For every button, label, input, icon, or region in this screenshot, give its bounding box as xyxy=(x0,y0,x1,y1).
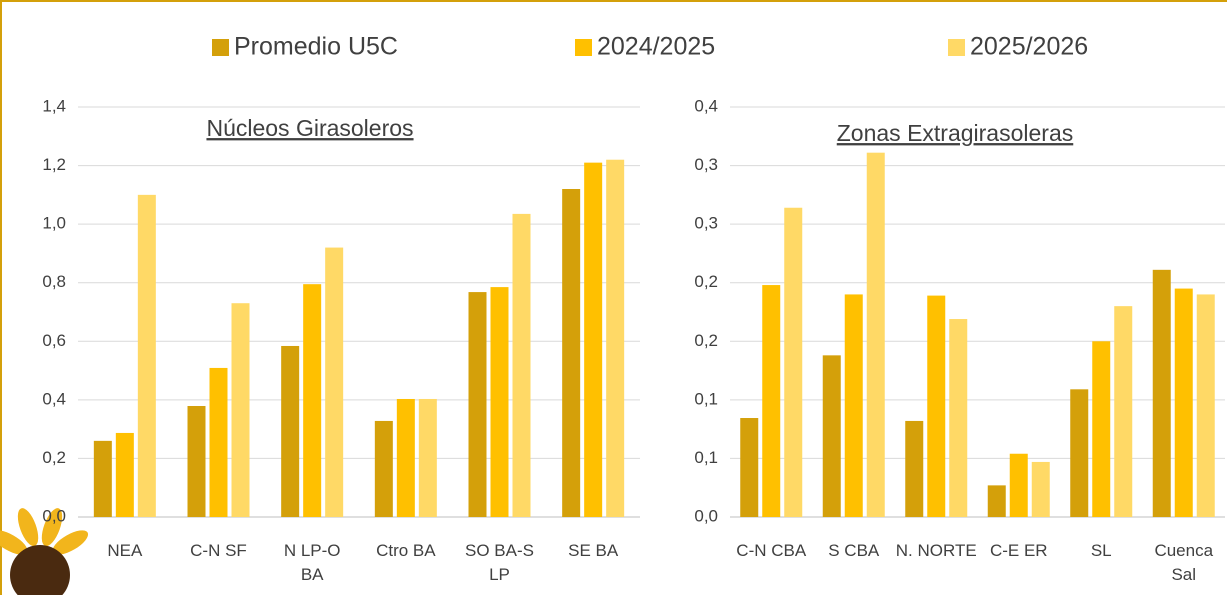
x-tick-label: C-N CBA xyxy=(736,541,807,560)
y-tick-label: 0,6 xyxy=(42,331,66,350)
chart-title: Núcleos Girasoleros xyxy=(206,115,413,141)
x-tick-label: Ctro BA xyxy=(376,541,436,560)
y-tick-label: 0,0 xyxy=(694,506,718,525)
bar xyxy=(949,319,968,517)
bar xyxy=(303,284,322,517)
y-tick-label: 1,0 xyxy=(42,214,66,233)
x-tick-label: SE BA xyxy=(568,541,619,560)
bar xyxy=(209,367,228,517)
bar xyxy=(740,418,759,517)
x-tick-label: NEA xyxy=(107,541,143,560)
bar xyxy=(822,355,841,517)
x-tick-label: S CBA xyxy=(828,541,880,560)
bar xyxy=(231,303,250,517)
y-tick-label: 0,8 xyxy=(42,272,66,291)
bar xyxy=(866,152,885,517)
bar xyxy=(1070,389,1089,517)
bar xyxy=(187,406,206,517)
bar xyxy=(396,398,415,517)
x-tick-label: SL xyxy=(1090,541,1112,560)
bar xyxy=(606,159,625,517)
bar xyxy=(115,432,134,517)
bar xyxy=(281,345,300,517)
bar xyxy=(1009,453,1028,517)
y-tick-label: 0,4 xyxy=(42,389,66,408)
x-tick-label: SO BA-S LP xyxy=(465,541,534,584)
y-tick-label: 0,3 xyxy=(694,155,718,174)
bar xyxy=(1196,294,1215,517)
bar xyxy=(584,162,603,517)
x-tick-label: N. NORTE xyxy=(895,541,977,560)
bar xyxy=(762,285,781,517)
bar xyxy=(325,247,344,518)
y-tick-label: 0,4 xyxy=(694,96,718,115)
legend-swatch xyxy=(948,39,965,56)
y-tick-label: 1,2 xyxy=(42,155,66,174)
y-tick-label: 0,1 xyxy=(694,389,718,408)
bar xyxy=(784,207,803,517)
y-tick-label: 0,2 xyxy=(42,448,66,467)
bar xyxy=(927,295,946,517)
legend-swatch xyxy=(575,39,592,56)
bar xyxy=(512,213,531,517)
bar xyxy=(374,420,393,517)
bar xyxy=(137,194,156,517)
sunflower xyxy=(0,508,89,595)
bar xyxy=(905,420,924,517)
x-tick-label: N LP-O BA xyxy=(283,541,341,584)
bar xyxy=(1092,341,1111,517)
legend-label: 2025/2026 xyxy=(970,33,1088,61)
bar xyxy=(1174,288,1193,517)
legend-swatch xyxy=(212,39,229,56)
y-tick-label: 0,1 xyxy=(694,448,718,467)
x-tick-label: Cuenca Sal xyxy=(1154,541,1214,584)
y-tick-label: 0,2 xyxy=(694,272,718,291)
bar xyxy=(844,294,863,517)
y-tick-label: 0,0 xyxy=(42,506,66,525)
bar xyxy=(1152,269,1171,517)
legend-label: 2024/2025 xyxy=(597,33,715,61)
bar xyxy=(93,440,112,517)
y-tick-label: 1,4 xyxy=(42,96,66,115)
chart-title: Zonas Extragirasoleras xyxy=(837,120,1074,146)
bar xyxy=(987,485,1006,517)
bar xyxy=(562,189,581,517)
bar xyxy=(1031,461,1050,517)
y-tick-label: 0,2 xyxy=(694,331,718,350)
legend-label: Promedio U5C xyxy=(234,33,398,61)
bar xyxy=(418,398,437,517)
bar xyxy=(1114,306,1133,517)
x-tick-label: C-N SF xyxy=(190,541,247,560)
bar xyxy=(490,287,509,517)
x-tick-label: C-E ER xyxy=(989,541,1048,560)
bar xyxy=(468,292,487,517)
y-tick-label: 0,3 xyxy=(694,214,718,233)
